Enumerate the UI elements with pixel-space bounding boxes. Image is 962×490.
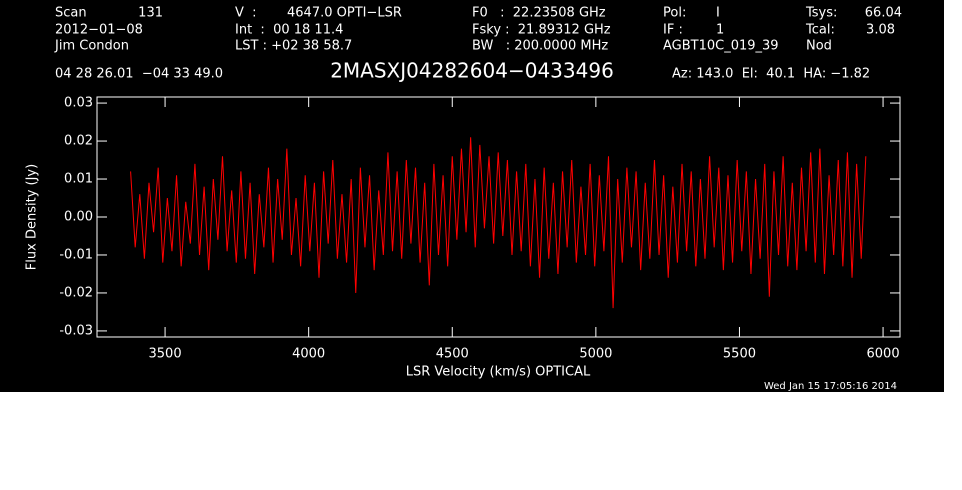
- y-tick-label: 0.00: [64, 210, 93, 225]
- header-text: Jim Condon: [54, 39, 129, 54]
- header-text: Tsys:: [805, 6, 837, 21]
- x-tick-label: 4500: [436, 347, 469, 362]
- x-axis-label: LSR Velocity (km/s) OPTICAL: [406, 365, 591, 380]
- header-text: V :: [235, 6, 257, 21]
- header-text: F0 : 22.23508 GHz: [472, 6, 606, 21]
- timestamp: Wed Jan 15 17:05:16 2014: [764, 381, 897, 392]
- x-tick-label: 5000: [579, 347, 612, 362]
- x-tick-label: 5500: [723, 347, 756, 362]
- header-text: 4647.0 OPTI−LSR: [287, 6, 402, 21]
- header-text: Tcal:: [805, 23, 835, 38]
- header-text: 2012−01−08: [55, 23, 143, 38]
- x-tick-label: 3500: [149, 347, 182, 362]
- plot-background: [0, 0, 944, 392]
- y-axis-label: Flux Density (Jy): [25, 164, 40, 270]
- header-text: LST : +02 38 58.7: [235, 39, 352, 54]
- x-tick-label: 6000: [867, 347, 900, 362]
- x-tick-label: 4000: [292, 347, 325, 362]
- header-text: Int : 00 18 11.4: [235, 23, 343, 38]
- header-text: Az: 143.0 El: 40.1 HA: −1.82: [672, 67, 870, 82]
- header-text: 3.08: [866, 23, 895, 38]
- y-tick-label: -0.03: [59, 323, 93, 338]
- header-text: Pol:: [663, 6, 686, 21]
- header-text: Fsky : 21.89312 GHz: [472, 23, 611, 38]
- chart-title: 2MASXJ04282604−0433496: [330, 59, 614, 83]
- y-tick-label: 0.03: [64, 96, 93, 111]
- y-tick-label: -0.01: [59, 247, 93, 262]
- header-text: BW : 200.0000 MHz: [472, 39, 608, 54]
- spectrum-line: [130, 137, 867, 309]
- header-text: I: [716, 6, 720, 21]
- header-text: 04 28 26.01 −04 33 49.0: [55, 67, 223, 82]
- y-tick-label: 0.02: [64, 134, 93, 149]
- y-tick-label: 0.01: [64, 172, 93, 187]
- header-text: Scan: [55, 6, 87, 21]
- y-tick-label: -0.02: [59, 285, 93, 300]
- header-text: AGBT10C_019_39: [663, 39, 779, 54]
- header-text: 1: [716, 23, 724, 38]
- header-text: 131: [138, 6, 163, 21]
- header-text: Nod: [806, 39, 832, 54]
- header-text: IF :: [663, 23, 683, 38]
- header-text: 66.04: [865, 6, 902, 21]
